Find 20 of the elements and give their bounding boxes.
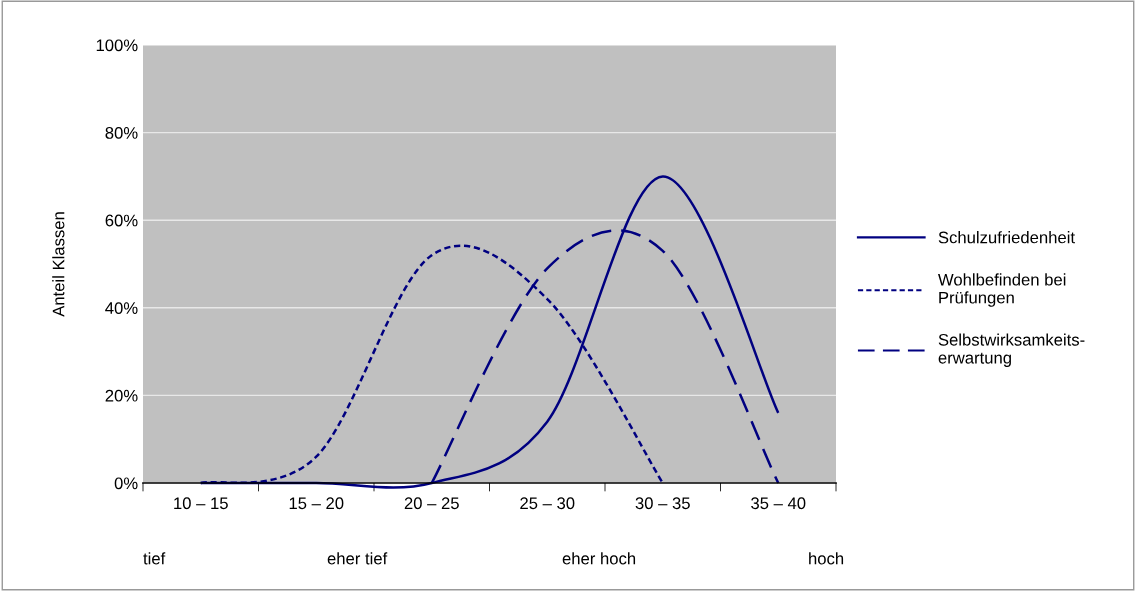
- y-tick-label: 0%: [114, 477, 138, 490]
- y-tick-label: 100%: [96, 39, 138, 52]
- text: eher hoch: [562, 552, 636, 565]
- x-tick-label: 20 – 25: [404, 497, 459, 510]
- y-tick-label: 20%: [105, 389, 138, 402]
- y-axis-title: Anteil Klassen: [52, 212, 65, 317]
- y-tick-label: 40%: [105, 302, 138, 314]
- text: hoch: [809, 552, 844, 565]
- x-tick-label: 30 – 35: [635, 497, 690, 510]
- y-tick-label: 60%: [105, 214, 138, 227]
- x-tick-label: 15 – 20: [289, 497, 344, 510]
- legend-label: Schulzufriedenheit: [938, 231, 1075, 244]
- legend-label: Selbstwirksamkeits-erwartung: [938, 333, 1085, 367]
- x-tick-label: 10 – 15: [174, 497, 228, 510]
- x-tick-label: 35 – 40: [751, 497, 806, 510]
- legend-label: Wohlbefinden bei Prüfungen: [938, 273, 1066, 307]
- y-tick-label: 80%: [105, 127, 138, 139]
- x-tick-label: 25 – 30: [520, 497, 575, 510]
- text: tief: [143, 552, 166, 565]
- text: eher tief: [327, 552, 388, 565]
